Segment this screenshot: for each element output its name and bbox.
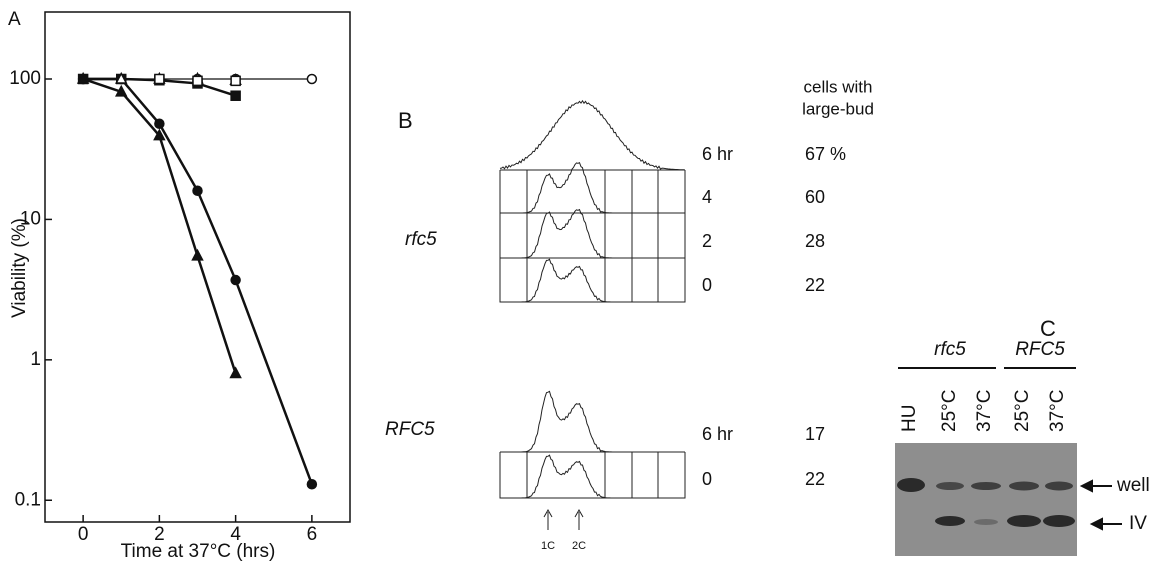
time-label: 6 hr xyxy=(702,144,733,164)
point xyxy=(193,76,202,85)
lane-label: 25°C xyxy=(1012,390,1033,432)
gel xyxy=(895,443,1077,556)
lane-label: HU xyxy=(899,405,920,432)
time-label: 2 xyxy=(702,231,712,251)
band xyxy=(935,516,965,526)
marker-label: 1C xyxy=(541,540,555,552)
histograms xyxy=(500,101,685,498)
lane-label: 25°C xyxy=(939,390,960,432)
band-arrows xyxy=(1082,481,1122,529)
time-label: 4 xyxy=(702,187,712,207)
bud-percent: 60 xyxy=(805,187,825,207)
histogram-trace xyxy=(500,259,685,302)
point xyxy=(193,186,202,195)
bud-percent: 17 xyxy=(805,424,825,444)
bud-percent: 22 xyxy=(805,469,825,489)
band xyxy=(974,519,998,525)
band xyxy=(1009,482,1039,491)
bud-percent: 22 xyxy=(805,275,825,295)
band xyxy=(1007,515,1041,527)
arrow-head xyxy=(1082,481,1092,491)
point xyxy=(231,76,240,85)
arrow-head xyxy=(1092,519,1102,529)
x-tick-label: 2 xyxy=(154,524,165,545)
y-tick-label: 10 xyxy=(20,208,41,229)
point xyxy=(307,480,316,489)
lane-label: 37°C xyxy=(1047,390,1068,432)
point xyxy=(307,74,316,83)
point xyxy=(155,119,164,128)
point xyxy=(231,276,240,285)
time-label: 6 hr xyxy=(702,424,733,444)
bud-percent: 28 xyxy=(805,231,825,251)
histogram-trace xyxy=(500,101,685,170)
point xyxy=(231,91,240,100)
histogram-trace xyxy=(500,455,685,498)
x-tick-label: 6 xyxy=(307,524,318,545)
point xyxy=(155,74,164,83)
histogram-grid xyxy=(500,452,685,498)
figure: A Viability (%) Time at 37°C (hrs) B cel… xyxy=(0,0,1174,565)
band xyxy=(971,482,1001,490)
band xyxy=(1043,515,1075,527)
panel-label: A xyxy=(8,9,21,30)
marker-label: 2C xyxy=(572,540,586,552)
column-header: large-bud xyxy=(802,99,874,118)
dna-markers xyxy=(544,510,583,530)
panel-label: B xyxy=(398,108,413,133)
group-label: RFC5 xyxy=(1015,339,1065,360)
panel-label: C xyxy=(1040,316,1056,341)
time-label: 0 xyxy=(702,469,712,489)
strain-label: RFC5 xyxy=(385,419,435,440)
strain-label: rfc5 xyxy=(405,229,437,250)
band-label: well xyxy=(1116,475,1150,496)
column-header: cells with xyxy=(804,77,873,96)
x-tick-label: 0 xyxy=(78,524,89,545)
band xyxy=(897,478,925,492)
point xyxy=(231,368,241,378)
series-line xyxy=(83,79,312,484)
point xyxy=(193,250,203,260)
histogram-trace xyxy=(500,210,685,258)
histogram-trace xyxy=(500,391,685,452)
band-label: IV xyxy=(1129,513,1147,534)
y-tick-label: 0.1 xyxy=(15,489,41,510)
lane-label: 37°C xyxy=(974,390,995,432)
x-axis-label: Time at 37°C (hrs) xyxy=(121,541,276,562)
time-label: 0 xyxy=(702,275,712,295)
band xyxy=(936,482,964,490)
band xyxy=(1045,482,1073,491)
x-tick-label: 4 xyxy=(230,524,241,545)
y-tick-label: 1 xyxy=(30,349,41,370)
y-axis-label: Viability (%) xyxy=(9,218,30,318)
bud-percent: 67 % xyxy=(805,144,846,164)
histogram-grid xyxy=(500,170,685,302)
group-label: rfc5 xyxy=(934,339,966,360)
y-tick-label: 100 xyxy=(9,68,41,89)
